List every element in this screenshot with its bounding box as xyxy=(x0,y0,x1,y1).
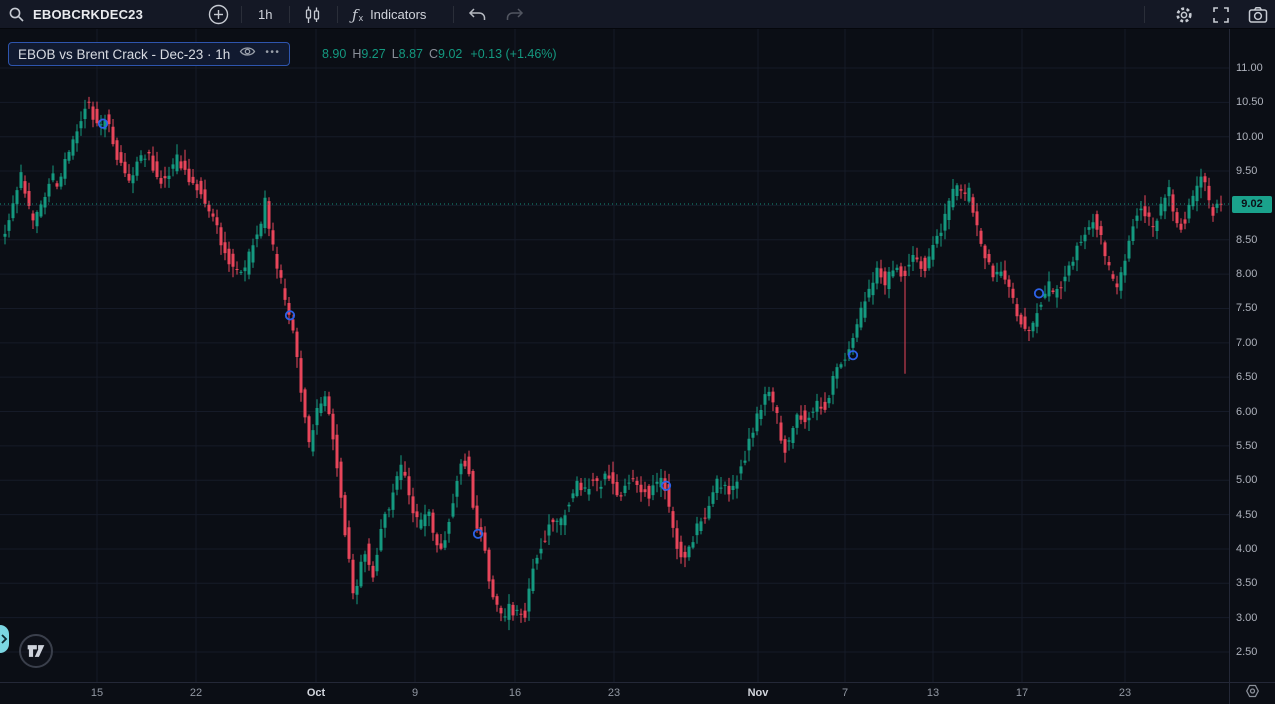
tv-logo-glyph xyxy=(27,645,45,657)
time-tick: 23 xyxy=(1118,687,1132,699)
time-tick: Oct xyxy=(306,687,326,699)
price-tick: 5.50 xyxy=(1236,439,1258,452)
undo-button[interactable] xyxy=(467,0,487,29)
time-tick: 7 xyxy=(841,687,849,699)
chevron-right-icon xyxy=(1,634,8,644)
event-marker xyxy=(284,310,296,321)
event-marker xyxy=(97,118,109,129)
time-tick: 15 xyxy=(90,687,104,699)
add-symbol-button[interactable] xyxy=(207,0,230,29)
ohlc-readout: 8.90 H 9.27 L 8.87 C 9.02 +0.13 (+1.46%) xyxy=(322,47,557,61)
event-marker xyxy=(847,350,859,361)
legend-row: EBOB vs Brent Crack - Dec-23 · 1h ••• xyxy=(8,42,291,66)
price-tick: 9.50 xyxy=(1236,165,1258,178)
event-marker xyxy=(660,480,672,491)
scales-settings-icon xyxy=(1245,684,1260,703)
time-tick: 22 xyxy=(189,687,203,699)
ohlc-open: 8.90 xyxy=(322,47,347,61)
price-tick: 10.00 xyxy=(1236,130,1264,143)
time-tick: 23 xyxy=(607,687,621,699)
gear-icon xyxy=(1174,5,1194,25)
tradingview-logo[interactable] xyxy=(19,634,53,668)
symbol-search-button[interactable]: EBOBCRKDEC23 xyxy=(8,0,143,29)
screenshot-button[interactable] xyxy=(1248,0,1268,29)
price-tick: 2.50 xyxy=(1236,646,1258,658)
price-tick: 6.00 xyxy=(1236,405,1258,418)
time-tick: 13 xyxy=(926,687,940,699)
ohlc-high: 9.27 xyxy=(361,47,386,61)
ohlc-low: 8.87 xyxy=(398,47,424,61)
price-tick: 4.50 xyxy=(1236,508,1258,521)
price-tick: 8.50 xyxy=(1236,233,1258,246)
time-tick: Nov xyxy=(747,687,769,699)
toolbar-separator xyxy=(453,6,454,23)
camera-icon xyxy=(1248,6,1268,24)
ohlc-change: +0.13 (+1.46%) xyxy=(470,47,557,61)
candlestick-icon xyxy=(303,5,322,25)
time-axis[interactable]: 15 22 Oct 9 16 23 Nov 7 13 17 23 xyxy=(0,682,1229,704)
price-tick: 3.00 xyxy=(1236,611,1258,624)
price-tick: 10.50 xyxy=(1236,96,1264,109)
indicators-label: Indicators xyxy=(370,7,427,22)
interval-label: 1h xyxy=(258,7,273,22)
fullscreen-button[interactable] xyxy=(1212,0,1230,29)
chart-type-button[interactable] xyxy=(303,0,322,29)
plus-circle-icon xyxy=(207,3,230,26)
event-marker xyxy=(1033,288,1045,299)
interval-button[interactable]: 1h xyxy=(258,0,272,29)
show-panel-tab[interactable] xyxy=(0,625,9,653)
price-tick: 6.50 xyxy=(1236,371,1258,384)
price-tick: 8.00 xyxy=(1236,268,1258,281)
price-tick: 11.00 xyxy=(1236,62,1263,74)
price-tick: 4.00 xyxy=(1236,542,1258,555)
undo-icon xyxy=(467,7,487,23)
candlestick-chart[interactable] xyxy=(0,0,1229,682)
fullscreen-icon xyxy=(1212,6,1230,24)
axis-settings-corner[interactable] xyxy=(1229,682,1275,704)
price-axis[interactable]: 9.02 11.0010.5010.009.509.008.508.007.50… xyxy=(1229,29,1275,682)
price-tick: 3.50 xyxy=(1236,577,1258,590)
last-price-badge: 9.02 xyxy=(1232,195,1272,213)
redo-button[interactable] xyxy=(505,0,525,29)
redo-icon xyxy=(505,7,525,23)
price-tick: 7.50 xyxy=(1236,302,1258,315)
ohlc-close: 9.02 xyxy=(438,47,463,61)
toolbar-separator xyxy=(1144,6,1145,23)
symbol-label: EBOBCRKDEC23 xyxy=(33,7,144,22)
time-tick: 16 xyxy=(508,687,522,699)
toolbar-separator xyxy=(337,6,338,23)
toolbar-separator xyxy=(241,6,242,23)
legend-title: EBOB vs Brent Crack - Dec-23 · 1h xyxy=(18,46,231,62)
more-options-icon[interactable]: ••• xyxy=(265,46,281,58)
symbol-legend[interactable]: EBOB vs Brent Crack - Dec-23 · 1h ••• xyxy=(8,42,291,66)
time-tick: 9 xyxy=(411,687,419,699)
toolbar-separator xyxy=(289,6,290,23)
eye-icon[interactable] xyxy=(239,45,256,63)
price-tick: 5.00 xyxy=(1236,474,1258,487)
event-marker xyxy=(472,528,484,539)
time-tick: 17 xyxy=(1015,687,1029,699)
price-tick: 7.00 xyxy=(1236,336,1258,349)
settings-button[interactable] xyxy=(1174,0,1194,29)
search-icon xyxy=(8,6,25,23)
